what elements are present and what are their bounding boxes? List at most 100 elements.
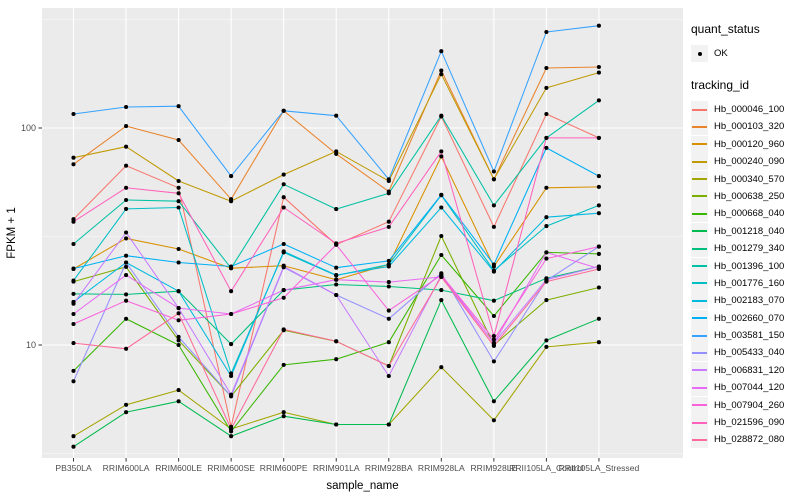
data-point bbox=[491, 399, 496, 404]
x-tick-label: RRIM928LA bbox=[418, 463, 465, 473]
data-point bbox=[334, 207, 339, 212]
legend-item-label: Hb_000668_040 bbox=[714, 208, 785, 220]
data-point bbox=[491, 203, 496, 208]
data-point bbox=[176, 306, 181, 311]
data-point bbox=[229, 311, 234, 317]
data-point bbox=[596, 251, 601, 256]
data-point bbox=[281, 182, 286, 187]
data-point bbox=[544, 338, 549, 343]
legend-line-icon bbox=[692, 386, 707, 389]
legend-line-icon bbox=[692, 160, 707, 163]
legend-item-label: Hb_003581_150 bbox=[714, 330, 785, 342]
legend-item-Hb_005433_040: Hb_005433_040 bbox=[691, 344, 799, 362]
data-point bbox=[281, 264, 286, 269]
data-point bbox=[71, 162, 76, 167]
data-point bbox=[439, 113, 444, 118]
data-point bbox=[124, 410, 129, 415]
data-point bbox=[544, 344, 549, 349]
data-point bbox=[229, 174, 234, 179]
legend-line-icon bbox=[692, 421, 707, 424]
legend: quant_status OK tracking_id Hb_000046_10… bbox=[691, 22, 799, 449]
data-point bbox=[229, 434, 234, 439]
data-point bbox=[71, 444, 76, 449]
legend-key-swatch bbox=[691, 344, 708, 362]
legend-line-icon bbox=[692, 247, 707, 250]
data-point bbox=[176, 246, 181, 252]
data-point bbox=[544, 29, 549, 35]
data-point bbox=[124, 264, 129, 269]
data-point bbox=[281, 172, 286, 177]
data-point bbox=[124, 144, 129, 149]
legend-key-swatch bbox=[691, 135, 708, 153]
data-point bbox=[124, 273, 129, 278]
data-point bbox=[544, 135, 549, 140]
legend-item-label: Hb_001776_160 bbox=[714, 277, 785, 289]
legend-key-swatch bbox=[691, 414, 708, 432]
data-point bbox=[544, 298, 549, 303]
data-point bbox=[281, 195, 286, 200]
data-point bbox=[439, 72, 444, 77]
legend-item-Hb_001279_340: Hb_001279_340 bbox=[691, 240, 799, 258]
data-point bbox=[386, 316, 391, 321]
legend-item-label: Hb_000046_100 bbox=[714, 104, 785, 115]
legend-key-swatch bbox=[691, 170, 708, 188]
x-tick-label: RRIM600PE bbox=[260, 463, 308, 473]
data-point bbox=[334, 422, 339, 427]
legend-item-label: Hb_001396_100 bbox=[714, 260, 785, 272]
x-tick-label: PB350LA bbox=[55, 463, 92, 473]
legend-key-swatch bbox=[691, 118, 708, 136]
data-point bbox=[491, 359, 496, 364]
data-point bbox=[596, 23, 601, 28]
legend-line-icon bbox=[692, 282, 707, 285]
data-point bbox=[176, 318, 181, 323]
legend-key-swatch bbox=[691, 327, 708, 345]
data-point bbox=[386, 308, 391, 313]
data-point bbox=[596, 174, 601, 179]
data-point bbox=[439, 205, 444, 210]
data-point bbox=[229, 342, 234, 347]
data-point bbox=[334, 292, 339, 298]
y-axis-title: FPKM + 1 bbox=[6, 207, 18, 258]
legend-line-icon bbox=[692, 265, 707, 268]
legend-item-Hb_000340_570: Hb_000340_570 bbox=[691, 170, 799, 188]
data-point bbox=[491, 337, 496, 342]
data-point bbox=[71, 241, 76, 247]
legend-line-icon bbox=[692, 404, 707, 407]
legend-item-label: Hb_001279_340 bbox=[714, 243, 785, 255]
data-point bbox=[439, 298, 444, 303]
legend-item-Hb_002660_070: Hb_002660_070 bbox=[691, 309, 799, 327]
legend-item-Hb_021596_090: Hb_021596_090 bbox=[691, 414, 799, 432]
legend-item-Hb_001218_040: Hb_001218_040 bbox=[691, 222, 799, 240]
data-point bbox=[281, 295, 286, 300]
data-point bbox=[176, 399, 181, 404]
data-point bbox=[439, 149, 444, 154]
data-point bbox=[124, 230, 129, 235]
legend-key-swatch bbox=[691, 257, 708, 275]
legend-key-swatch bbox=[691, 309, 708, 327]
data-point bbox=[124, 236, 129, 241]
data-point bbox=[124, 253, 129, 258]
data-point bbox=[544, 215, 549, 220]
legend-item-label: Hb_007044_120 bbox=[714, 382, 785, 394]
legend-key-ok bbox=[691, 45, 708, 62]
legend-item-label: Hb_000103_320 bbox=[714, 121, 785, 133]
data-point bbox=[124, 402, 129, 407]
legend-key-swatch bbox=[691, 101, 708, 118]
data-point bbox=[176, 388, 181, 393]
data-point bbox=[334, 273, 339, 278]
data-point bbox=[71, 368, 76, 373]
data-point bbox=[386, 422, 391, 427]
data-point bbox=[176, 137, 181, 143]
data-point bbox=[439, 365, 444, 370]
legend-line-icon bbox=[692, 438, 707, 441]
legend-key-swatch bbox=[691, 292, 708, 310]
data-point bbox=[386, 191, 391, 196]
data-point bbox=[491, 269, 496, 274]
data-point bbox=[124, 206, 129, 211]
data-point bbox=[386, 280, 391, 285]
data-point bbox=[124, 346, 129, 351]
data-point bbox=[71, 266, 76, 271]
data-point bbox=[71, 219, 76, 224]
data-point bbox=[124, 124, 129, 129]
